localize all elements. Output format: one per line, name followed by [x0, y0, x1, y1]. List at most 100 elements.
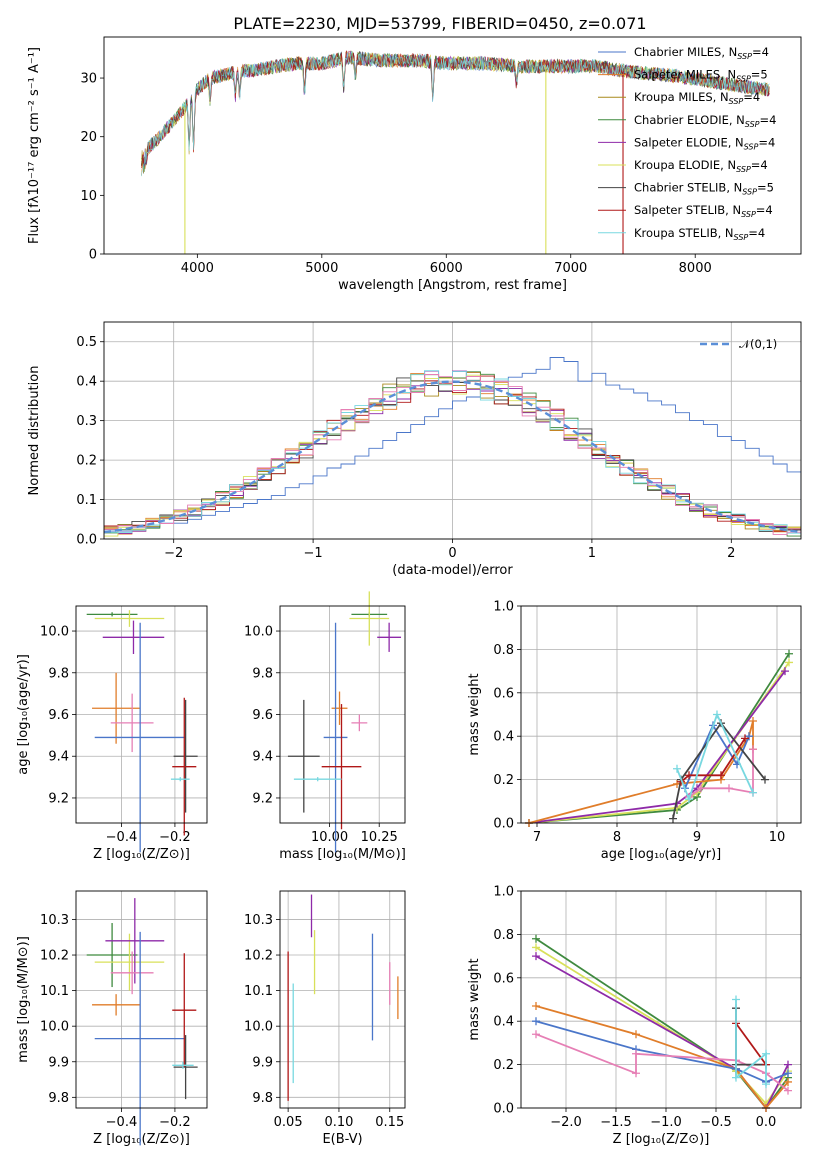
weight-marker — [713, 710, 721, 719]
y-tick-label: 9.6 — [48, 708, 69, 723]
weight-marker — [632, 1030, 640, 1039]
x-tick-label: 0.05 — [274, 1115, 303, 1130]
weight-marker — [762, 1049, 770, 1058]
x-tick-label: −0.2 — [159, 1115, 191, 1130]
y-tick-label: 10.1 — [40, 984, 69, 999]
y-tick-label: 0.8 — [493, 643, 514, 658]
weight-marker — [785, 658, 793, 667]
y-tick-label: 30 — [80, 72, 97, 87]
x-axis-label: Z [log₁₀(Z/Z⊙)] — [93, 847, 190, 862]
legend-label: Salpeter ELODIE, NSSP=4 — [634, 135, 775, 151]
weight-line-salpeter_stelib — [680, 737, 746, 783]
axes-frame — [520, 605, 802, 824]
x-tick-label: −0.4 — [106, 830, 138, 845]
y-tick-label: 10.0 — [40, 1020, 69, 1035]
x-tick-label: −1.5 — [600, 1115, 632, 1130]
y-tick-label: 0.4 — [76, 375, 97, 390]
weight-marker — [532, 934, 540, 943]
weight-marker — [762, 1080, 770, 1089]
x-tick-label: 10.00 — [311, 830, 348, 845]
x-axis-label: mass [log₁₀(M/M⊙)] — [279, 847, 406, 862]
weight-marker — [532, 1030, 540, 1039]
y-tick-label: 9.8 — [252, 666, 273, 681]
y-tick-label: 0.0 — [493, 1102, 514, 1117]
x-tick-label: 7 — [533, 830, 541, 845]
weight-marker — [732, 1073, 740, 1082]
axes-frame — [279, 890, 406, 1109]
x-tick-label: 9 — [693, 830, 701, 845]
y-tick-label: 0.0 — [76, 533, 97, 548]
x-tick-label: 5000 — [305, 261, 338, 276]
y-tick-label: 0.8 — [493, 928, 514, 943]
x-tick-label: 4000 — [181, 261, 214, 276]
x-tick-label: 8 — [613, 830, 621, 845]
x-tick-label: 2 — [727, 546, 735, 561]
x-tick-label: 10 — [769, 830, 786, 845]
x-tick-label: −0.5 — [700, 1115, 732, 1130]
y-tick-label: 10.3 — [244, 913, 273, 928]
axes-spectrum — [100, 77, 696, 258]
x-axis-label: (data-model)/error — [392, 563, 513, 578]
y-axis-label: age [log₁₀(age/yr)] — [16, 654, 31, 775]
weight-marker — [532, 952, 540, 961]
weight-marker — [784, 1060, 792, 1069]
y-tick-label: 10.2 — [244, 949, 273, 964]
x-tick-label: −2 — [164, 546, 183, 561]
legend-label: Salpeter STELIB, NSSP=4 — [634, 203, 773, 219]
y-axis-label: Normed distribution — [27, 366, 42, 496]
weight-marker — [732, 995, 740, 1004]
legend-label: 𝒩(0,1) — [739, 337, 777, 351]
y-tick-label: 0.5 — [76, 335, 97, 350]
y-tick-label: 0.0 — [493, 817, 514, 832]
y-tick-label: 9.8 — [252, 1091, 273, 1106]
weight-line-kroupa_stelib — [676, 712, 754, 802]
y-tick-label: 9.9 — [252, 1055, 273, 1070]
y-tick-label: 0.2 — [493, 1058, 514, 1073]
legend-label: Kroupa ELODIE, NSSP=4 — [634, 158, 768, 174]
weight-marker — [669, 814, 677, 823]
legend-label: Salpeter MILES, NSSP=5 — [634, 68, 768, 84]
x-tick-label: 0.15 — [375, 1115, 404, 1130]
weight-line-kroupa_stelib — [735, 999, 767, 1085]
axes-frame — [103, 321, 802, 540]
weight-marker — [632, 1049, 640, 1058]
y-tick-label: 0.3 — [76, 414, 97, 429]
y-axis-label: Flux [fλ10⁻¹⁷ erg cm⁻² s⁻¹ A⁻¹] — [27, 47, 42, 244]
y-tick-label: 1.0 — [493, 600, 514, 615]
x-tick-label: 7000 — [554, 261, 587, 276]
axes-frame — [103, 36, 802, 255]
y-tick-label: 10.0 — [244, 625, 273, 640]
weight-marker — [725, 784, 733, 793]
y-tick-label: 9.8 — [48, 666, 69, 681]
legend-label: Chabrier STELIB, NSSP=5 — [634, 181, 774, 197]
legend-label: Chabrier ELODIE, NSSP=4 — [634, 113, 776, 129]
weight-marker — [532, 943, 540, 952]
y-tick-label: 9.9 — [48, 1055, 69, 1070]
x-tick-label: −1 — [304, 546, 323, 561]
weight-marker — [532, 1017, 540, 1026]
y-tick-label: 0 — [89, 248, 97, 263]
weight-marker — [632, 1069, 640, 1078]
weight-line-chabrier_elodie — [528, 653, 790, 824]
y-tick-label: 9.2 — [252, 791, 273, 806]
axes-age_vs_Z — [72, 606, 207, 827]
normal-curve — [103, 380, 802, 534]
y-tick-label: 9.8 — [48, 1091, 69, 1106]
x-axis-label: Z [log₁₀(Z/Z⊙)] — [613, 1132, 710, 1147]
legend-label: Kroupa MILES, NSSP=4 — [634, 90, 760, 106]
y-tick-label: 0.1 — [76, 493, 97, 508]
weight-marker — [784, 1077, 792, 1086]
x-axis-label: Z [log₁₀(Z/Z⊙)] — [93, 1132, 190, 1147]
y-axis-label: mass weight — [467, 673, 482, 755]
x-tick-label: 6000 — [430, 261, 463, 276]
y-tick-label: 10 — [80, 189, 97, 204]
weight-marker — [761, 775, 769, 784]
legend-label: Kroupa STELIB, NSSP=4 — [634, 226, 765, 242]
weight-marker — [697, 784, 705, 793]
weight-marker — [532, 1002, 540, 1011]
y-tick-label: 20 — [80, 130, 97, 145]
axes-frame — [75, 605, 208, 824]
axes-age_vs_mass — [276, 606, 405, 827]
axes-frame — [75, 890, 208, 1109]
